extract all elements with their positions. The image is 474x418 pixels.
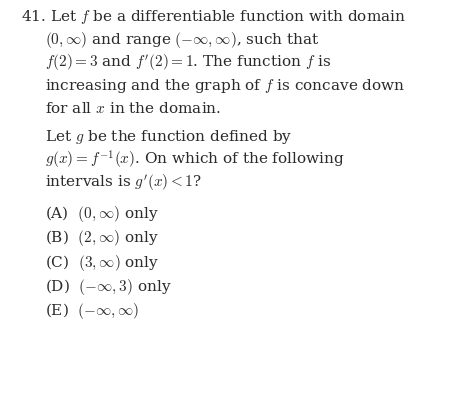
Text: Let $g$ be the function defined by: Let $g$ be the function defined by	[45, 128, 292, 146]
Text: 41. Let $f$ be a differentiable function with domain: 41. Let $f$ be a differentiable function…	[21, 8, 406, 26]
Text: (C)  $(3, \infty)$ only: (C) $(3, \infty)$ only	[45, 252, 159, 273]
Text: increasing and the graph of $f$ is concave down: increasing and the graph of $f$ is conca…	[45, 76, 405, 95]
Text: $f(2) = 3$ and $f'(2) = 1$. The function $f$ is: $f(2) = 3$ and $f'(2) = 1$. The function…	[45, 53, 331, 73]
Text: (A)  $(0, \infty)$ only: (A) $(0, \infty)$ only	[45, 204, 159, 224]
Text: $(0, \infty)$ and range $(-\infty, \infty)$, such that: $(0, \infty)$ and range $(-\infty, \inft…	[45, 30, 320, 50]
Text: intervals is $g'(x) < 1$?: intervals is $g'(x) < 1$?	[45, 173, 202, 193]
Text: $g(x) = f^{-1}(x)$. On which of the following: $g(x) = f^{-1}(x)$. On which of the foll…	[45, 149, 345, 171]
Text: for all $x$ in the domain.: for all $x$ in the domain.	[45, 101, 221, 116]
Text: (E)  $(-\infty, \infty)$: (E) $(-\infty, \infty)$	[45, 301, 139, 321]
Text: (B)  $(2, \infty)$ only: (B) $(2, \infty)$ only	[45, 228, 159, 248]
Text: (D)  $(-\infty, 3)$ only: (D) $(-\infty, 3)$ only	[45, 277, 172, 297]
